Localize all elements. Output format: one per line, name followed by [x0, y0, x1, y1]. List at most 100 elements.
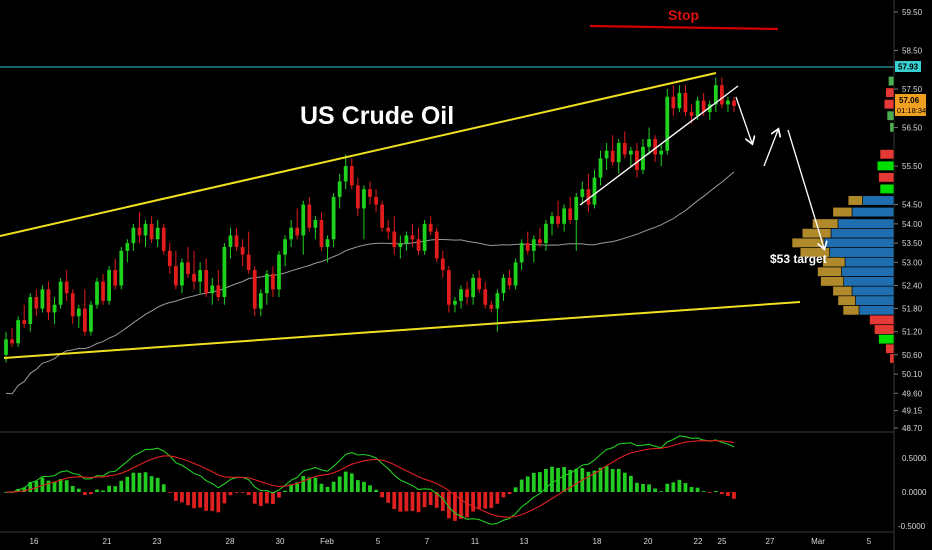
target-label: $53 target: [770, 252, 827, 266]
candle-body: [240, 246, 245, 255]
projection-arrow-1: [735, 96, 752, 143]
macd-tick-label: -0.5000: [898, 522, 926, 531]
candle-body: [519, 243, 524, 263]
projection-arrow-2: [763, 130, 778, 167]
countdown-text: 01:18:34: [897, 106, 926, 115]
macd-histogram-bar: [422, 492, 427, 508]
candle-body: [568, 208, 573, 220]
macd-histogram-bar: [192, 492, 196, 509]
price-tick-label: 51.20: [902, 328, 923, 337]
time-tick-label: 20: [644, 537, 653, 546]
candle-body: [222, 246, 227, 298]
candle-body: [4, 339, 8, 355]
signal-line: [5, 440, 735, 518]
candle-body: [659, 150, 664, 155]
time-tick-label: 21: [103, 537, 112, 546]
candle-body: [410, 235, 415, 240]
macd-histogram-bar: [616, 468, 621, 492]
candle-body: [355, 185, 360, 209]
volume-profile-bar: [876, 160, 895, 171]
macd-histogram: [4, 466, 736, 521]
macd-histogram-bar: [677, 479, 682, 492]
macd-histogram-bar: [446, 492, 451, 519]
macd-histogram-bar: [131, 472, 136, 492]
candle-body: [70, 293, 75, 317]
time-tick-label: 18: [593, 537, 602, 546]
candlesticks: [4, 77, 736, 363]
candle-body: [495, 293, 500, 309]
price-tick-label: 50.10: [902, 370, 923, 379]
macd-histogram-bar: [459, 492, 463, 519]
macd-histogram-bar: [501, 492, 506, 498]
macd-histogram-bar: [355, 480, 360, 492]
macd-histogram-bar: [622, 472, 627, 492]
time-axis-ticks: 16 21 23 28 30 Feb 5 7 11 13 18 20 22 25 27 Mar 5: [30, 537, 872, 546]
macd-histogram-bar: [519, 479, 524, 492]
candle-body: [95, 281, 99, 305]
macd-histogram-bar: [683, 483, 688, 492]
candle-body: [610, 150, 615, 163]
candle-body: [34, 297, 39, 309]
macd-histogram-bar: [380, 492, 385, 498]
price-tick-label: 54.50: [902, 201, 923, 210]
stop-label: Stop: [668, 7, 699, 23]
volume-profile-bar: [889, 353, 895, 364]
macd-histogram-bar: [544, 468, 548, 492]
macd-histogram-bar: [647, 484, 651, 492]
macd-histogram-bar: [58, 479, 63, 492]
candle-body: [192, 273, 196, 282]
candle-body: [665, 96, 670, 151]
candle-body: [258, 293, 263, 309]
candle-body: [10, 339, 14, 344]
volume-profile-bar: [837, 218, 895, 229]
macd-histogram-bar: [507, 492, 512, 495]
volume-profile-bar: [874, 324, 895, 335]
candle-body: [216, 285, 221, 298]
macd-histogram-bar: [586, 471, 591, 492]
candle-body: [489, 304, 494, 309]
time-tick-label: 13: [520, 537, 529, 546]
time-tick-label: 5: [867, 537, 872, 546]
macd-histogram-bar: [531, 472, 536, 492]
volume-profile: [791, 76, 895, 364]
price-tick-label: 59.50: [902, 8, 923, 17]
candle-body: [386, 227, 391, 232]
time-tick-label: 28: [226, 537, 235, 546]
candle-body: [301, 204, 306, 236]
candle-body: [119, 250, 124, 286]
candle-body: [440, 258, 445, 271]
time-tick-label: 16: [30, 537, 39, 546]
time-tick-label: Mar: [811, 537, 825, 546]
volume-profile-bar: [885, 343, 895, 354]
volume-profile-bar: [841, 266, 895, 277]
volume-profile-bar: [832, 206, 853, 218]
time-tick-label: 23: [153, 537, 162, 546]
macd-histogram-bar: [362, 481, 366, 492]
candle-body: [149, 223, 154, 240]
macd-histogram-bar: [374, 489, 378, 492]
macd-histogram-bar: [234, 492, 239, 493]
candle-body: [161, 227, 166, 251]
volume-profile-bar: [823, 237, 895, 248]
macd-histogram-bar: [246, 492, 251, 495]
candle-body: [446, 270, 451, 305]
macd-histogram-bar: [525, 476, 530, 492]
macd-histogram-bar: [695, 487, 700, 492]
macd-histogram-bar: [732, 492, 736, 499]
candle-body: [295, 227, 300, 236]
volume-profile-bar: [889, 122, 895, 133]
macd-histogram-bar: [671, 482, 676, 492]
candle-body: [713, 85, 718, 105]
candle-body: [58, 281, 63, 305]
macd-histogram-bar: [428, 492, 433, 505]
macd-histogram-bar: [283, 490, 287, 492]
chart-title: US Crude Oil: [300, 102, 454, 130]
macd-histogram-bar: [240, 492, 245, 493]
macd-histogram-bar: [64, 480, 69, 492]
candle-body: [16, 320, 21, 344]
candle-body: [404, 235, 409, 244]
macd-histogram-bar: [119, 480, 124, 492]
volume-profile-bar: [830, 228, 895, 239]
candle-body: [277, 254, 281, 290]
